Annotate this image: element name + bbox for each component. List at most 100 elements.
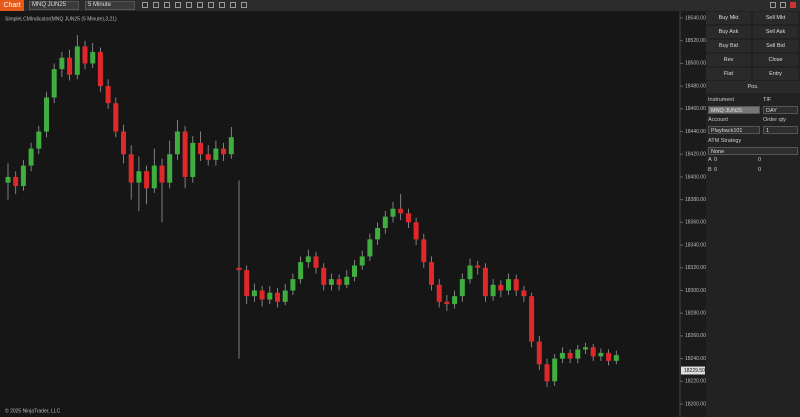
candle-body bbox=[267, 292, 273, 300]
candle-body bbox=[205, 154, 211, 160]
account-label: Account bbox=[708, 117, 728, 123]
toolbar-icon[interactable] bbox=[208, 2, 214, 8]
instrument-select[interactable]: MNQ JUN25 bbox=[29, 1, 79, 10]
candle-body bbox=[429, 262, 434, 285]
pos-button[interactable]: Pos. bbox=[706, 81, 800, 93]
toolbar-icon[interactable] bbox=[175, 2, 181, 8]
order-button[interactable]: Close bbox=[753, 54, 798, 66]
window-button[interactable] bbox=[780, 2, 786, 8]
order-button[interactable]: Buy Ask bbox=[706, 26, 751, 38]
candle-body bbox=[444, 301, 450, 305]
candle-body bbox=[590, 347, 596, 357]
candle-body bbox=[521, 290, 527, 297]
toolbar-icon[interactable] bbox=[186, 2, 192, 8]
account-select[interactable]: Playback101 bbox=[708, 126, 760, 134]
toolbar: Chart MNQ JUN25 5 Minute bbox=[0, 0, 800, 11]
y-tick-label: 18320.00 bbox=[685, 265, 706, 271]
toolbar-icon[interactable] bbox=[219, 2, 225, 8]
candle-body bbox=[529, 296, 535, 342]
y-tick-label: 18520.00 bbox=[685, 38, 706, 44]
candle-body bbox=[20, 165, 26, 187]
candle-body bbox=[598, 352, 604, 357]
atm-select[interactable]: None bbox=[708, 147, 798, 155]
candle-body bbox=[575, 349, 581, 359]
y-tick-label: 18340.00 bbox=[685, 242, 706, 248]
candle-body bbox=[513, 279, 519, 291]
candle-body bbox=[13, 176, 19, 187]
candle-body bbox=[606, 352, 612, 361]
candle-body bbox=[113, 103, 119, 132]
order-button[interactable]: Sell Mkt bbox=[753, 12, 798, 24]
candle-body bbox=[405, 213, 411, 223]
order-button[interactable]: Buy Bid bbox=[706, 40, 751, 52]
window-button[interactable] bbox=[770, 2, 776, 8]
candle-body bbox=[82, 46, 88, 64]
candle-body bbox=[367, 239, 373, 257]
plot-area bbox=[0, 11, 680, 417]
position-cell: 0 bbox=[758, 167, 762, 173]
candle-body bbox=[382, 216, 388, 229]
order-button[interactable]: Buy Mkt bbox=[706, 12, 751, 24]
y-tick-label: 18280.00 bbox=[685, 311, 706, 317]
order-button[interactable]: Rev bbox=[706, 54, 751, 66]
candle-body bbox=[567, 352, 573, 359]
candle-body bbox=[228, 137, 234, 155]
y-tick-label: 18380.00 bbox=[685, 197, 706, 203]
tif-select[interactable]: DAY bbox=[763, 106, 798, 114]
candle-body bbox=[536, 341, 542, 365]
position-cell: B bbox=[708, 167, 712, 173]
candle-body bbox=[28, 148, 34, 166]
candle-body bbox=[313, 256, 319, 268]
candle-body bbox=[328, 279, 334, 285]
candle-body bbox=[398, 208, 404, 214]
order-button[interactable]: Sell Bid bbox=[753, 40, 798, 52]
y-tick-label: 18300.00 bbox=[685, 288, 706, 294]
candle-body bbox=[59, 57, 65, 70]
candle-body bbox=[452, 296, 458, 305]
y-tick-label: 18500.00 bbox=[685, 61, 706, 67]
y-tick-label: 18260.00 bbox=[685, 333, 706, 339]
toolbar-icon[interactable] bbox=[197, 2, 203, 8]
candle-body bbox=[159, 165, 165, 183]
toolbar-icon[interactable] bbox=[142, 2, 148, 8]
position-cell: A bbox=[708, 157, 712, 163]
candle-body bbox=[221, 148, 227, 155]
candle-body bbox=[151, 165, 157, 189]
toolbar-icon[interactable] bbox=[230, 2, 236, 8]
instrument-field[interactable]: MNQ JUN25 bbox=[708, 106, 760, 114]
candle-body bbox=[105, 86, 111, 104]
qty-label: Order qty bbox=[763, 117, 786, 123]
y-tick-label: 18360.00 bbox=[685, 220, 706, 226]
app-badge[interactable]: Chart bbox=[0, 0, 24, 11]
y-tick-label: 18540.00 bbox=[685, 15, 706, 21]
candle-body bbox=[498, 284, 504, 291]
candle-body bbox=[421, 239, 427, 263]
candle-body bbox=[251, 290, 257, 297]
y-tick-label: 18480.00 bbox=[685, 83, 706, 89]
flat-button[interactable]: Flat bbox=[706, 68, 751, 80]
position-cell: 0 bbox=[714, 167, 718, 173]
y-tick-label: 18240.00 bbox=[685, 356, 706, 362]
toolbar-icon[interactable] bbox=[153, 2, 159, 8]
close-button[interactable] bbox=[790, 2, 796, 8]
candle-body bbox=[336, 279, 342, 285]
candle-body bbox=[97, 52, 103, 87]
entry-button[interactable]: Entry bbox=[753, 68, 798, 80]
candle-body bbox=[305, 256, 311, 263]
candle-body bbox=[121, 131, 126, 155]
candle-body bbox=[344, 276, 350, 285]
interval-select[interactable]: 5 Minute bbox=[85, 1, 135, 10]
order-button[interactable]: Sell Ask bbox=[753, 26, 798, 38]
candle-body bbox=[321, 267, 327, 285]
candle-body bbox=[244, 270, 250, 297]
qty-field[interactable]: 1 bbox=[763, 126, 798, 134]
y-tick-label: 18420.00 bbox=[685, 152, 706, 158]
candle-body bbox=[436, 284, 442, 302]
y-tick-label: 18460.00 bbox=[685, 106, 706, 112]
candle-body bbox=[467, 265, 473, 280]
last-price-box bbox=[681, 366, 705, 375]
toolbar-icon[interactable] bbox=[241, 2, 247, 8]
instrument-label: Instrument bbox=[708, 97, 734, 103]
candle-body bbox=[90, 52, 96, 64]
toolbar-icon[interactable] bbox=[164, 2, 170, 8]
